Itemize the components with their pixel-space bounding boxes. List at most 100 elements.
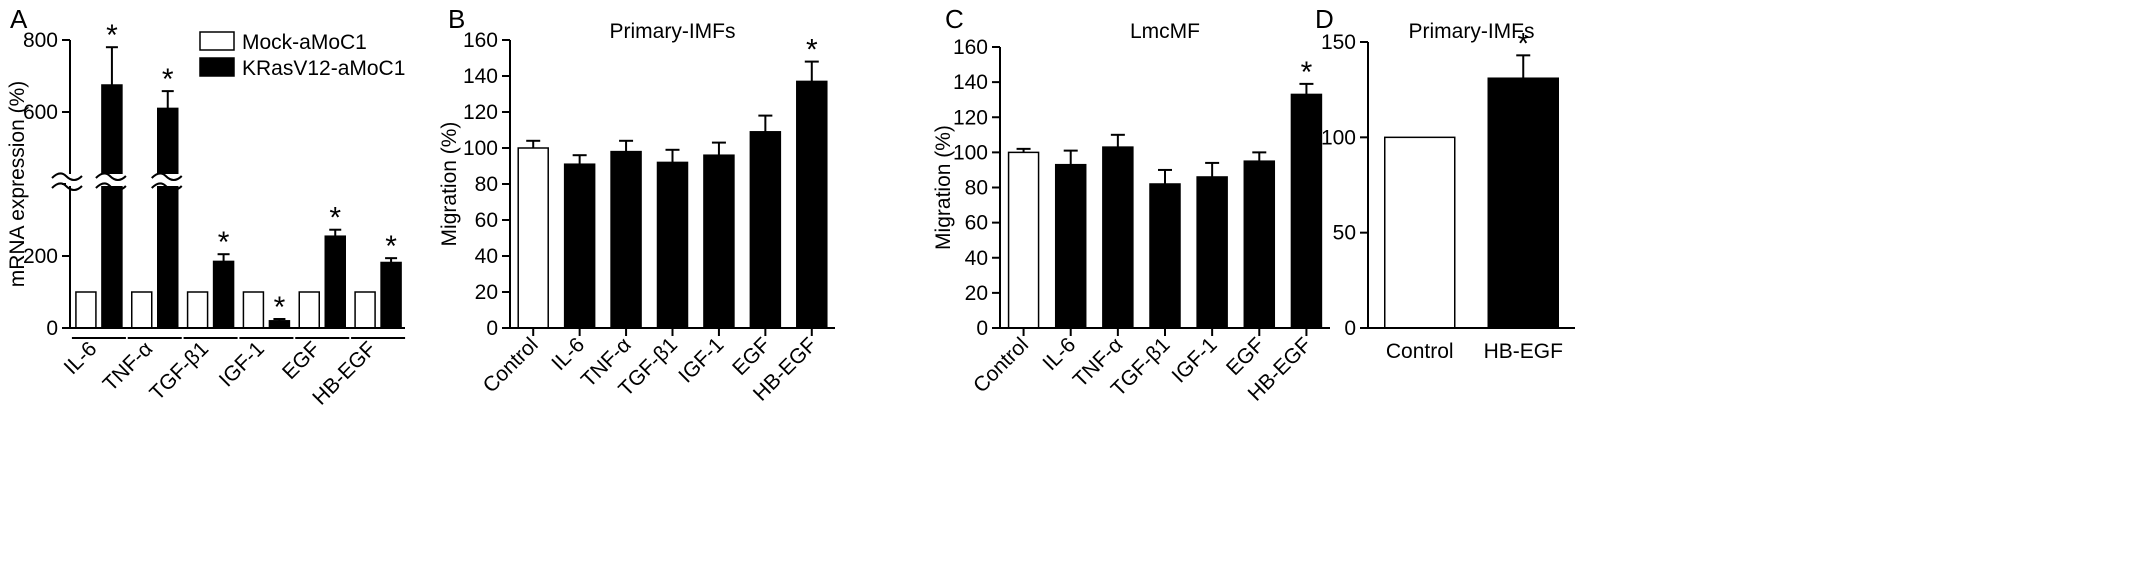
bar-break-mark — [151, 182, 183, 191]
y-tick-label: 150 — [1321, 31, 1356, 54]
y-tick-label: 0 — [46, 317, 58, 340]
bar — [1007, 151, 1040, 329]
x-tick-label: IL-6 — [60, 337, 102, 379]
significance-marker: * — [1301, 56, 1313, 89]
chart-panel-c: C LmcMF Migration (%) 0 20 40 60 80 100 120 140 160… — [932, 4, 1330, 406]
bar — [1054, 163, 1087, 329]
bar — [563, 163, 596, 329]
y-tick-label: 20 — [965, 282, 988, 305]
bar-break-mark — [95, 172, 127, 181]
x-tick-label: IGF-1 — [215, 337, 269, 391]
significance-marker: * — [385, 230, 397, 263]
bar — [1102, 146, 1134, 329]
chart-title: LmcMF — [1130, 20, 1200, 43]
significance-marker: * — [806, 34, 818, 67]
bar-mock-amoc1 — [242, 291, 265, 329]
x-tick-label: Control — [969, 333, 1033, 397]
y-tick-label: 0 — [1344, 317, 1356, 340]
chart-panel-d: D Primary-IMFs Migration (%) 0 50 100 150 Contr… — [1294, 4, 1575, 363]
y-tick-label: 40 — [475, 245, 498, 268]
y-tick-label: 120 — [953, 106, 988, 129]
panel-letter: D — [1315, 4, 1334, 34]
y-tick-label: 100 — [1321, 126, 1356, 149]
bar-krasv12-amoc1 — [157, 107, 179, 329]
legend-swatch — [199, 31, 235, 51]
y-axis-label: Migration (%) — [932, 125, 955, 250]
y-tick-label: 50 — [1333, 222, 1356, 245]
x-tick-label: EGF — [278, 337, 325, 384]
significance-marker: * — [1517, 27, 1529, 60]
x-tick-label: IL-6 — [1038, 333, 1080, 375]
y-tick-label: 100 — [463, 137, 498, 160]
bar — [1196, 176, 1228, 329]
bar-break — [151, 172, 183, 191]
axis-break-mark — [51, 182, 83, 191]
significance-marker: * — [162, 63, 174, 96]
bar — [656, 161, 689, 329]
y-tick-label: 140 — [953, 71, 988, 94]
bar — [610, 150, 642, 329]
x-tick-label: Control — [479, 333, 543, 397]
y-tick-label: 140 — [463, 65, 498, 88]
panel-letter: C — [945, 4, 964, 34]
panel-letter: B — [448, 4, 465, 34]
bar-krasv12-amoc1 — [212, 260, 235, 329]
y-tick-label: 600 — [23, 101, 58, 124]
y-tick-label: 800 — [23, 29, 58, 52]
y-tick-label: 0 — [486, 317, 498, 340]
legend-label: KRasV12-aMoC1 — [242, 57, 405, 80]
legend-swatch — [199, 57, 235, 77]
bar-mock-amoc1 — [131, 291, 153, 329]
x-tick-label: IGF-1 — [674, 333, 728, 387]
y-tick-label: 60 — [475, 209, 498, 232]
y-tick-label: 40 — [965, 247, 988, 270]
significance-marker: * — [329, 202, 341, 235]
y-tick-label: 120 — [463, 101, 498, 124]
y-axis-label: Migration (%) — [438, 122, 461, 247]
x-tick-label: Control — [1386, 340, 1454, 363]
bar-break-mark — [151, 172, 183, 181]
bar-krasv12-amoc1 — [380, 261, 402, 329]
legend: Mock-aMoC1 KRasV12-aMoC1 — [199, 31, 405, 80]
bar — [1384, 136, 1456, 329]
y-tick-label: 160 — [953, 36, 988, 59]
significance-marker: * — [218, 226, 230, 259]
x-tick-label: TGF-β1 — [145, 337, 213, 405]
axis-break-mark — [51, 172, 83, 181]
bar-mock-amoc1 — [75, 291, 97, 329]
panel-letter: A — [10, 4, 28, 34]
bar-mock-amoc1 — [186, 291, 209, 329]
y-axis-label: mRNA expression (%) — [6, 81, 29, 288]
y-tick-label: 80 — [965, 177, 988, 200]
bar-break — [95, 172, 127, 191]
bar-mock-amoc1 — [354, 291, 376, 329]
axis-break — [51, 172, 83, 191]
bar — [1290, 93, 1323, 329]
bar — [1487, 77, 1559, 329]
bar-break-mark — [95, 182, 127, 191]
chart-panel-b: B Primary-IMFs Migration (%) 0 20 40 60 80 100 12… — [438, 4, 835, 406]
y-tick-label: 20 — [475, 281, 498, 304]
bar-mock-amoc1 — [298, 291, 320, 329]
legend-label: Mock-aMoC1 — [242, 31, 367, 54]
y-tick-label: 0 — [976, 317, 988, 340]
bar — [703, 154, 735, 329]
y-axis-label: Migration (%) — [1294, 123, 1317, 248]
significance-marker: * — [106, 19, 118, 52]
bar — [1149, 183, 1181, 329]
bar — [749, 131, 782, 329]
y-tick-label: 60 — [965, 212, 988, 235]
bar — [796, 80, 828, 329]
significance-marker: * — [274, 291, 286, 324]
chart-title: Primary-IMFs — [610, 20, 736, 43]
x-tick-label: IGF-1 — [1167, 333, 1221, 387]
y-tick-label: 200 — [23, 245, 58, 268]
bar-krasv12-amoc1 — [324, 235, 346, 329]
y-tick-label: 100 — [953, 141, 988, 164]
y-tick-label: 80 — [475, 173, 498, 196]
chart-title: Primary-IMFs — [1409, 20, 1535, 43]
bar — [517, 147, 549, 329]
y-tick-label: 160 — [463, 29, 498, 52]
